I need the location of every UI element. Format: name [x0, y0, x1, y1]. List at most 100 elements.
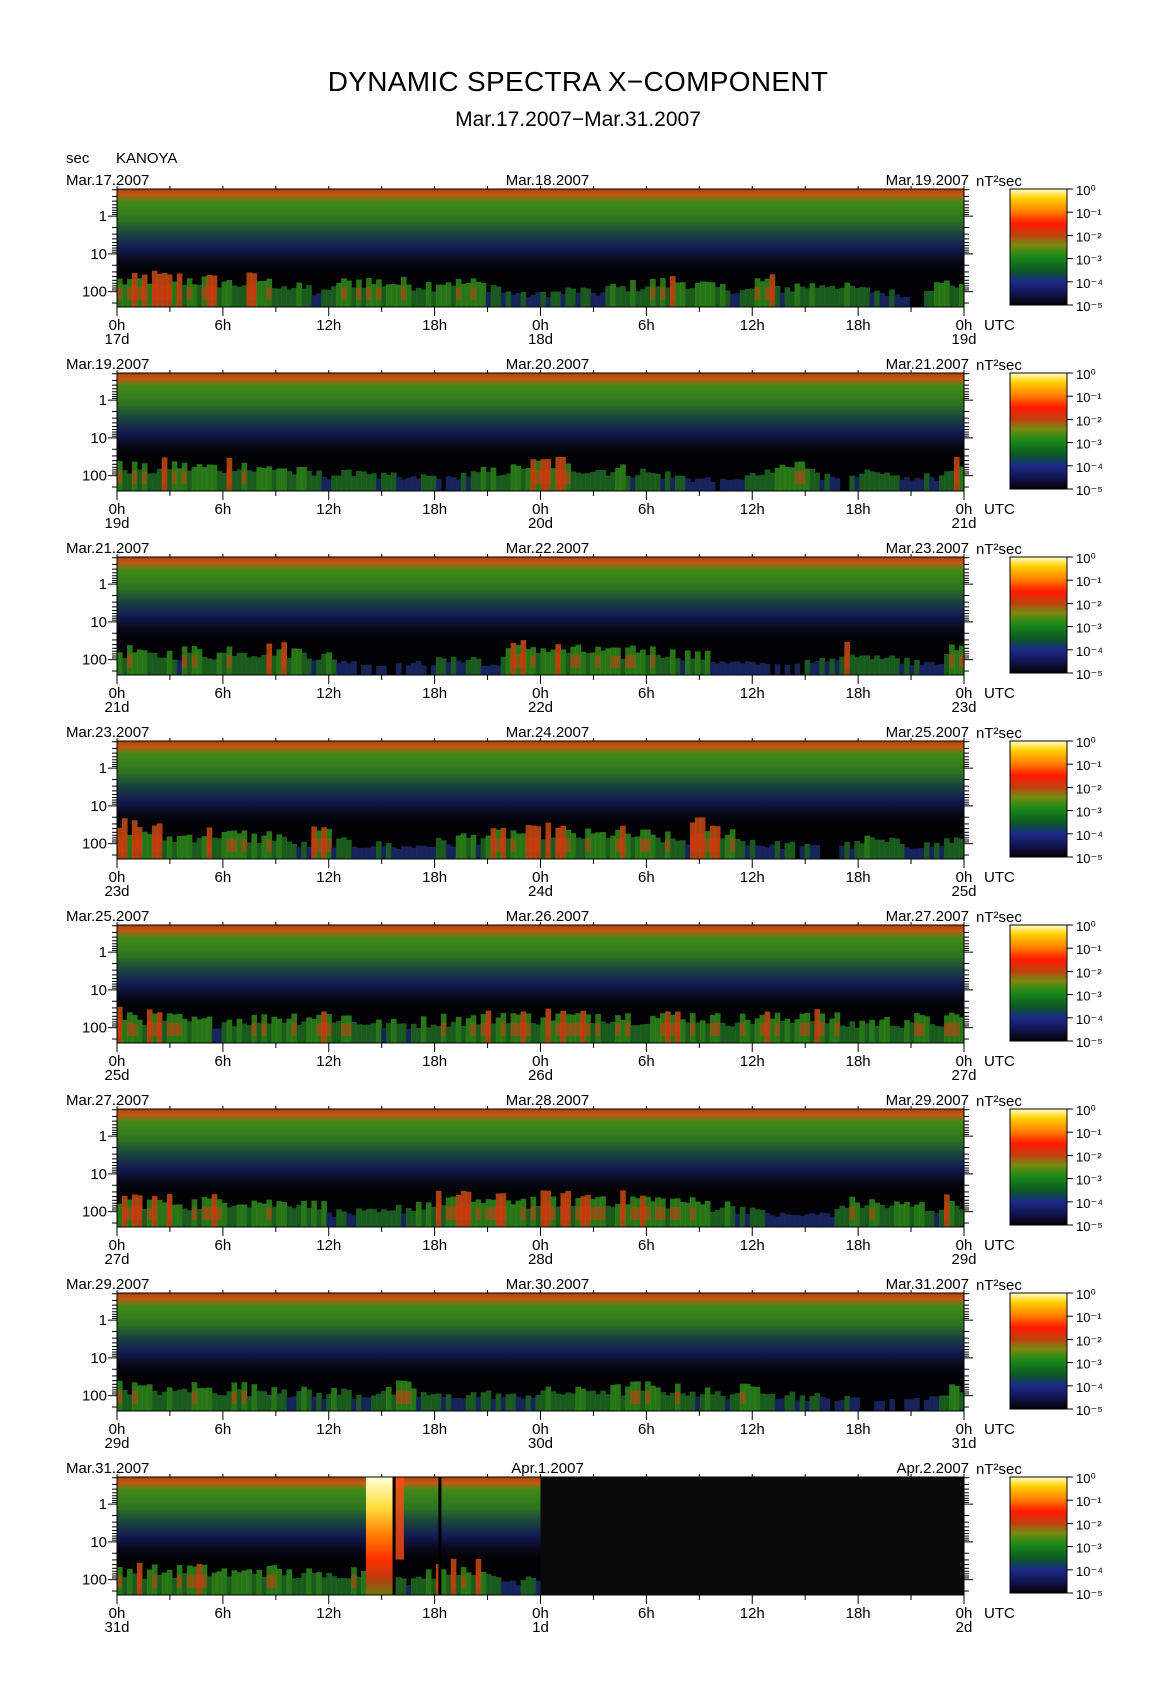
activity-column — [480, 466, 487, 491]
activity-core — [241, 1390, 248, 1404]
activity-core — [630, 654, 636, 668]
activity-column — [695, 283, 701, 307]
activity-column — [515, 1396, 522, 1411]
activity-column — [525, 1576, 532, 1595]
activity-column — [286, 1397, 292, 1411]
activity-column — [814, 1393, 821, 1411]
activity-column — [291, 648, 297, 675]
activity-core — [480, 1022, 487, 1036]
activity-column — [879, 839, 885, 859]
activity-column — [445, 844, 452, 859]
activity-column — [635, 836, 641, 859]
activity-column — [864, 1023, 870, 1043]
activity-core — [739, 1022, 746, 1036]
activity-column — [331, 286, 337, 307]
activity-core — [326, 1022, 332, 1036]
x-day-label: 2d — [956, 1619, 973, 1636]
spectrogram-panel-6: Mar.27.2007 Mar.28.2007 Mar.29.2007 nT²sec 1… — [66, 1092, 1103, 1268]
activity-column — [749, 662, 756, 675]
y-tick-label: 10 — [90, 1350, 107, 1367]
activity-column — [939, 475, 945, 491]
activity-column — [585, 653, 591, 675]
activity-column — [396, 848, 402, 859]
activity-column — [226, 1576, 233, 1595]
activity-column — [161, 1020, 168, 1043]
activity-column — [560, 293, 566, 307]
activity-column — [744, 661, 751, 675]
colorbar-tick-label: 10⁰ — [1076, 735, 1096, 750]
activity-column — [490, 285, 497, 307]
x-day-label: 27d — [951, 1067, 976, 1084]
activity-column — [221, 472, 228, 491]
activity-core — [675, 1207, 681, 1220]
activity-column — [341, 1578, 347, 1595]
activity-column — [356, 1208, 362, 1227]
activity-column — [495, 475, 502, 491]
activity-column — [854, 1397, 860, 1411]
activity-core — [341, 287, 347, 300]
activity-column — [206, 464, 213, 491]
activity-column — [336, 1394, 342, 1411]
activity-column — [361, 1024, 367, 1043]
activity-column — [396, 663, 402, 675]
activity-column — [455, 479, 462, 491]
colorbar-tick-label: 10⁻³ — [1076, 437, 1102, 452]
activity-column — [231, 285, 238, 307]
activity-column — [161, 1202, 168, 1227]
activity-core — [635, 1390, 641, 1404]
activity-column — [505, 838, 512, 859]
activity-column — [396, 284, 402, 307]
activity-column — [565, 652, 571, 675]
activity-column — [864, 287, 870, 307]
x-tick-label: 12h — [740, 1053, 765, 1070]
activity-column — [939, 846, 945, 859]
activity-column — [415, 1396, 422, 1411]
activity-column — [680, 282, 686, 307]
activity-column — [515, 1200, 522, 1227]
activity-core — [161, 468, 168, 484]
activity-core — [201, 1206, 208, 1220]
activity-core — [156, 1022, 163, 1036]
activity-core — [565, 838, 571, 852]
activity-column — [216, 470, 223, 491]
activity-column — [934, 664, 940, 675]
activity-column — [954, 287, 960, 307]
activity-core — [266, 839, 273, 852]
activity-column — [934, 842, 940, 859]
activity-column — [600, 1021, 606, 1043]
activity-column — [306, 658, 312, 675]
activity-column — [844, 841, 850, 859]
activity-core — [510, 1022, 517, 1036]
activity-column — [719, 1022, 726, 1043]
activity-column — [415, 1028, 422, 1043]
activity-column — [939, 1026, 945, 1043]
activity-column — [381, 846, 387, 859]
activity-column — [510, 1580, 517, 1595]
panel-end-date: Mar.21.2007 — [886, 356, 969, 373]
activity-column — [754, 1209, 761, 1227]
activity-core — [181, 471, 188, 484]
activity-column — [794, 283, 801, 307]
activity-core — [226, 839, 233, 852]
activity-column — [316, 293, 322, 307]
activity-column — [575, 472, 581, 491]
activity-column — [191, 284, 198, 307]
activity-column — [376, 1212, 382, 1227]
activity-column — [889, 475, 895, 491]
activity-column — [366, 1024, 372, 1043]
activity-column — [406, 1028, 412, 1043]
activity-column — [590, 1023, 596, 1043]
activity-column — [276, 1201, 282, 1227]
activity-column — [495, 1577, 502, 1595]
activity-core — [704, 839, 711, 852]
activity-column — [650, 1201, 656, 1227]
activity-column — [680, 840, 686, 859]
activity-core — [555, 837, 561, 852]
x-day-label: 19d — [951, 331, 976, 348]
activity-column — [376, 478, 382, 491]
activity-column — [171, 1204, 178, 1227]
activity-core — [949, 1022, 955, 1036]
activity-column — [919, 848, 925, 859]
activity-column — [430, 847, 437, 859]
activity-column — [625, 1386, 631, 1411]
